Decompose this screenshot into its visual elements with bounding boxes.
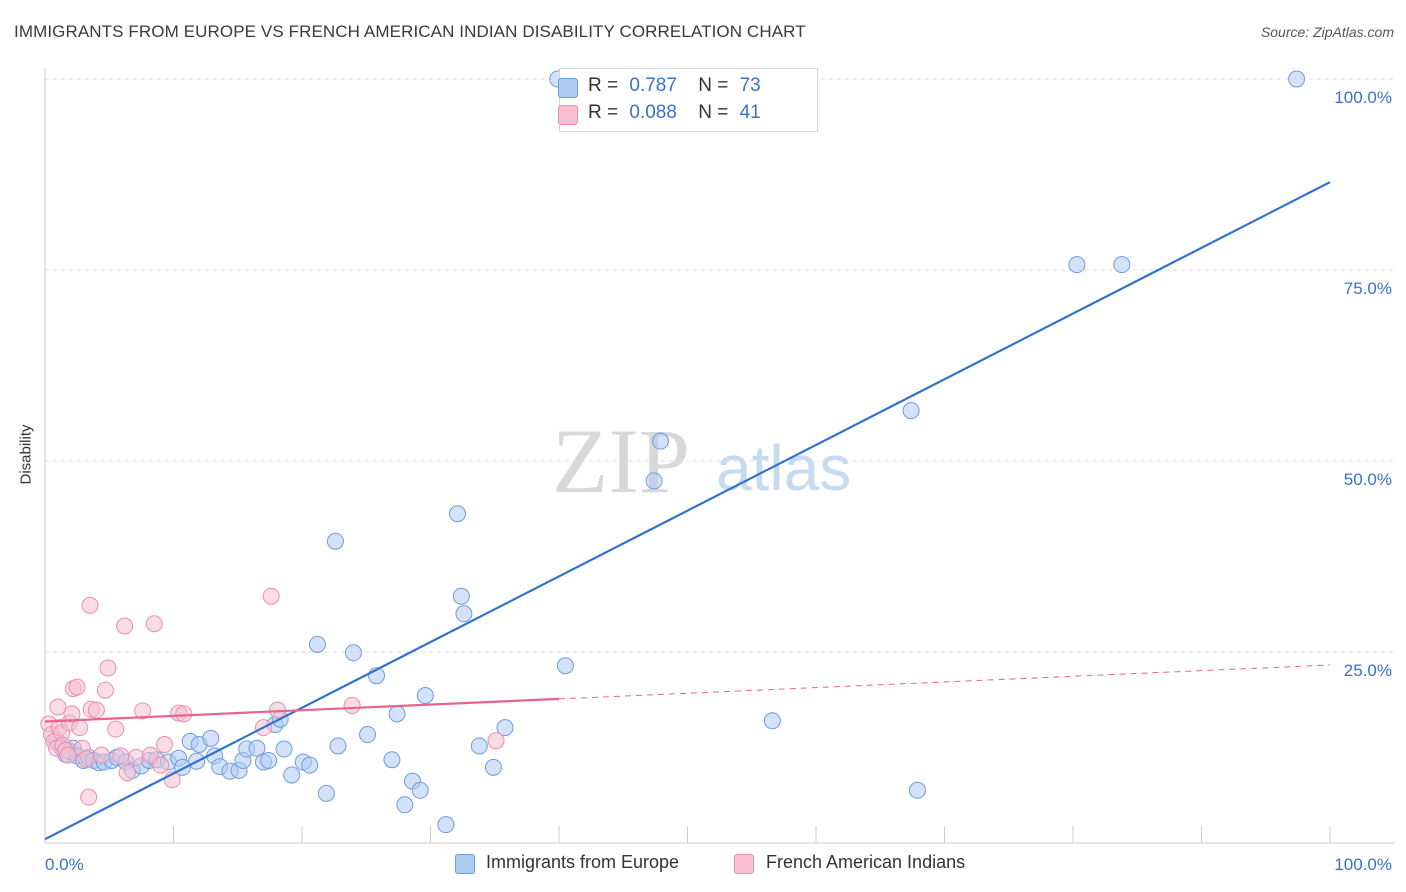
legend-r-value: 0.787: [629, 75, 677, 96]
y-tick-label: 25.0%: [1344, 661, 1392, 680]
point-french-american-indians: [127, 748, 145, 766]
point-french-american-indians: [96, 681, 114, 699]
point-french-american-indians: [71, 719, 89, 737]
point-immigrants-from-europe: [416, 687, 434, 705]
legend-n-label: N =: [698, 75, 729, 96]
point-immigrants-from-europe: [556, 657, 574, 675]
point-immigrants-from-europe: [763, 712, 781, 730]
point-immigrants-from-europe: [260, 751, 278, 769]
point-french-american-indians: [487, 732, 505, 750]
point-immigrants-from-europe: [383, 751, 401, 769]
legend-n-value: 73: [739, 75, 761, 96]
legend-row-french-american-indian: R = 0.088 N = 41: [558, 102, 761, 125]
point-immigrants-from-europe: [1288, 70, 1306, 88]
point-immigrants-from-europe: [411, 781, 429, 799]
grid: [45, 78, 1394, 653]
point-french-american-indians: [63, 705, 81, 723]
point-immigrants-from-europe: [248, 739, 266, 757]
y-tick-label: 100.0%: [1334, 88, 1392, 107]
legend-r-label: R =: [588, 102, 619, 123]
source-label: Source: ZipAtlas.com: [1260, 24, 1394, 40]
trend-line-immigrants-from-europe: [44, 181, 1331, 841]
legend-r-value: 0.088: [629, 102, 677, 123]
point-immigrants-from-europe: [359, 726, 377, 744]
trend-line-french-american-indians: [44, 697, 560, 723]
point-immigrants-from-europe: [329, 737, 347, 755]
point-immigrants-from-europe: [388, 705, 406, 723]
point-immigrants-from-europe: [448, 505, 466, 523]
point-french-american-indians: [99, 659, 117, 677]
point-immigrants-from-europe: [645, 472, 663, 490]
trend-lines: [44, 181, 1331, 841]
point-immigrants-from-europe: [652, 432, 670, 450]
point-french-american-indians: [156, 735, 174, 753]
point-immigrants-from-europe: [470, 737, 488, 755]
correlation-legend: R = 0.787 N = 73 R = 0.088 N = 41: [558, 68, 818, 132]
watermark: ZIP atlas: [552, 410, 851, 512]
legend-n-label: N =: [698, 102, 729, 123]
point-immigrants-from-europe: [496, 719, 514, 737]
point-french-american-indians: [107, 720, 125, 738]
point-immigrants-from-europe: [909, 781, 927, 799]
bottom-legend-swatch-pink: [734, 854, 754, 874]
point-immigrants-from-europe: [275, 740, 293, 758]
watermark-atlas: atlas: [716, 432, 851, 504]
point-immigrants-from-europe: [396, 796, 414, 814]
point-french-american-indians: [118, 764, 136, 782]
point-french-american-indians: [81, 596, 99, 614]
point-french-american-indians: [68, 678, 86, 696]
y-axis-label: Disability: [17, 424, 35, 485]
point-immigrants-from-europe: [344, 644, 362, 662]
watermark-zip: ZIP: [552, 410, 690, 512]
legend-r-label: R =: [588, 75, 619, 96]
chart-title: IMMIGRANTS FROM EUROPE VS FRENCH AMERICA…: [14, 22, 806, 41]
point-immigrants-from-europe: [308, 635, 326, 653]
point-french-american-indians: [343, 696, 361, 714]
bottom-legend-swatch-blue: [455, 854, 475, 874]
y-tick-label: 75.0%: [1344, 279, 1392, 298]
point-immigrants-from-europe: [202, 729, 220, 747]
point-immigrants-from-europe: [452, 587, 470, 605]
x-tick-label: 100.0%: [1334, 855, 1392, 874]
point-immigrants-from-europe: [902, 402, 920, 420]
point-french-american-indians: [112, 747, 130, 765]
legend-row-europe: R = 0.787 N = 73: [558, 75, 761, 98]
tick-labels: 25.0% 50.0% 75.0% 100.0% 0.0% 100.0%: [45, 88, 1392, 874]
point-french-american-indians: [116, 617, 134, 635]
point-french-american-indians: [152, 756, 170, 774]
point-french-american-indians: [59, 746, 77, 764]
point-immigrants-from-europe: [1113, 256, 1131, 274]
bottom-legend-europe: Immigrants from Europe: [486, 852, 680, 872]
point-immigrants-from-europe: [437, 816, 455, 834]
point-french-american-indians: [145, 615, 163, 633]
bottom-legend-french-american-indians: French American Indians: [766, 852, 966, 872]
point-immigrants-from-europe: [301, 756, 319, 774]
point-immigrants-from-europe: [317, 784, 335, 802]
point-french-american-indians: [134, 702, 152, 720]
legend-swatch-pink: [558, 105, 578, 125]
point-french-american-indians: [93, 746, 111, 764]
trend-line-french-american-indians-projection: [558, 664, 1331, 700]
legend-swatch-blue: [558, 78, 578, 98]
point-french-american-indians: [80, 788, 98, 806]
data-points: [40, 70, 1306, 834]
axes: [44, 68, 1394, 844]
point-immigrants-from-europe: [484, 758, 502, 776]
point-french-american-indians: [175, 705, 193, 723]
point-french-american-indians: [77, 750, 95, 768]
point-french-american-indians: [87, 701, 105, 719]
point-immigrants-from-europe: [455, 605, 473, 623]
point-immigrants-from-europe: [1068, 256, 1086, 274]
point-french-american-indians: [262, 587, 280, 605]
point-immigrants-from-europe: [283, 766, 301, 784]
point-french-american-indians: [49, 698, 67, 716]
legend-n-value: 41: [739, 102, 761, 123]
x-tick-label: 0.0%: [45, 855, 84, 874]
point-french-american-indians: [141, 746, 159, 764]
y-tick-label: 50.0%: [1344, 470, 1392, 489]
point-immigrants-from-europe: [326, 532, 344, 550]
